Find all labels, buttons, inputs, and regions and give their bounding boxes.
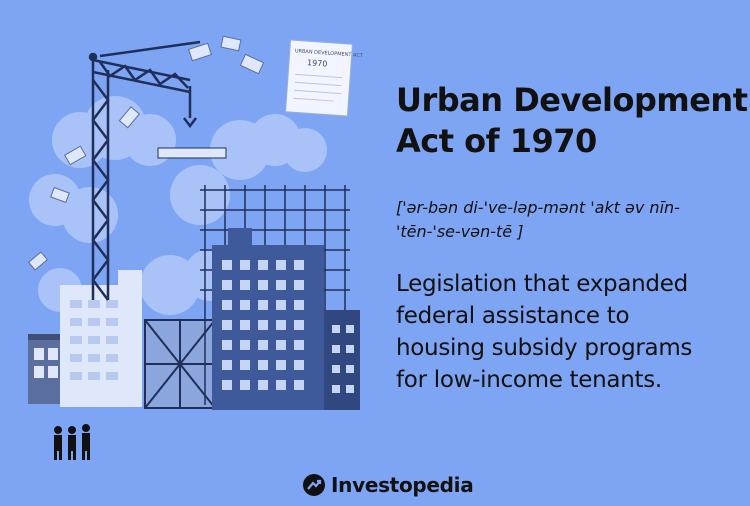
- construction-illustration: URBAN DEVELOPMENT ACT 1970: [27, 35, 364, 460]
- pronunciation-line: 'tēn-'se-vən-tē ]: [396, 222, 524, 241]
- people: [54, 424, 90, 460]
- legal-document: URBAN DEVELOPMENT ACT 1970: [285, 39, 364, 117]
- clouds: [29, 96, 327, 315]
- small-house: [28, 334, 64, 404]
- crane: [88, 40, 201, 301]
- term-title-line: Urban Development: [396, 81, 748, 119]
- definition-line: for low-income tenants.: [396, 367, 662, 393]
- hanging-beam: [157, 147, 227, 159]
- document-heading: URBAN DEVELOPMENT ACT: [295, 48, 364, 59]
- term-title-line: Act of 1970: [396, 122, 597, 160]
- definition: Legislation that expanded federal assist…: [396, 268, 746, 396]
- scaffold: [144, 319, 216, 409]
- pronunciation: ['ər-bən di-'ve-ləp-mənt 'akt əv nīn- 't…: [396, 196, 741, 244]
- definition-line: housing subsidy programs: [396, 335, 693, 361]
- definition-line: federal assistance to: [396, 303, 630, 329]
- flying-papers: [27, 35, 265, 271]
- document-year: 1970: [307, 58, 328, 68]
- pronunciation-line: ['ər-bən di-'ve-ləp-mənt 'akt əv nīn-: [396, 198, 680, 217]
- light-building: [60, 270, 142, 407]
- term-title: Urban Development Act of 1970: [396, 80, 748, 162]
- investopedia-logo-icon: [303, 474, 325, 496]
- brand-logo: Investopedia: [303, 470, 474, 500]
- dark-building: [212, 228, 360, 410]
- definition-line: Legislation that expanded: [396, 271, 688, 297]
- brand-name: Investopedia: [331, 473, 474, 497]
